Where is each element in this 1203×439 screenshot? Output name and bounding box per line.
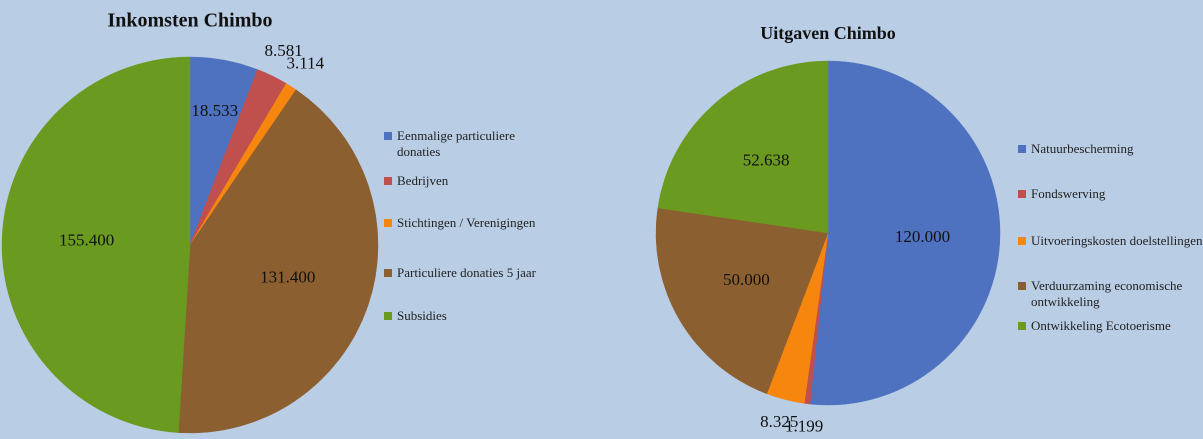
legend-label: Fondswerving <box>1031 186 1106 201</box>
legend-swatch <box>1018 145 1026 153</box>
pie-slice <box>809 60 1001 406</box>
legend-entry: Fondswerving <box>1018 186 1203 202</box>
legend-swatch <box>384 312 392 320</box>
legend-label: Verduurzaming economische ontwikkeling <box>1031 278 1183 309</box>
data-label: 8.325 <box>760 412 798 431</box>
data-label: 8.581 <box>265 41 303 60</box>
data-label: 3.114 <box>287 53 325 72</box>
legend-entry: Stichtingen / Verenigingen <box>384 215 547 231</box>
legend-entry: Subsidies <box>384 308 547 324</box>
legend-swatch <box>384 269 392 277</box>
legend-entry: Bedrijven <box>384 173 547 189</box>
chart-title: Inkomsten Chimbo <box>107 10 272 32</box>
chart-title: Uitgaven Chimbo <box>760 23 896 43</box>
legend-label: Uitvoeringskosten doelstellingen <box>1031 233 1203 248</box>
legend-label: Eenmalige particuliere donaties <box>397 128 516 159</box>
data-label: 120.000 <box>895 227 950 246</box>
data-label: 50.000 <box>723 270 770 289</box>
legend-label: Natuurbescherming <box>1031 141 1134 156</box>
data-label: 131.400 <box>260 267 315 286</box>
legend-swatch <box>1018 282 1026 290</box>
legend-entry: Ontwikkeling Ecotoerisme <box>1018 318 1203 334</box>
legend-label: Bedrijven <box>397 173 449 188</box>
legend-entry: Eenmalige particuliere donaties <box>384 128 547 160</box>
data-label: 155.400 <box>59 231 114 250</box>
legend-swatch <box>384 132 392 140</box>
legend-swatch <box>384 219 392 227</box>
legend-entry: Uitvoeringskosten doelstellingen <box>1018 233 1203 249</box>
pie-slice <box>178 89 379 434</box>
data-label: 18.533 <box>191 101 238 120</box>
pie-slice <box>1 56 191 433</box>
pie-slice <box>657 60 829 234</box>
legend-label: Subsidies <box>397 308 447 323</box>
data-label: 52.638 <box>743 150 790 169</box>
data-label: 1.199 <box>785 417 823 436</box>
legend-swatch <box>1018 190 1026 198</box>
legend-entry: Particuliere donaties 5 jaar <box>384 265 547 281</box>
legend-swatch <box>1018 237 1026 245</box>
legend-swatch <box>1018 322 1026 330</box>
legend-label: Ontwikkeling Ecotoerisme <box>1031 318 1171 333</box>
legend-label: Particuliere donaties 5 jaar <box>397 265 536 280</box>
legend-swatch <box>384 177 392 185</box>
pie-slice <box>655 207 829 395</box>
legend-label: Stichtingen / Verenigingen <box>397 215 536 230</box>
legend-entry: Verduurzaming economische ontwikkeling <box>1018 278 1203 310</box>
legend-entry: Natuurbescherming <box>1018 141 1203 157</box>
